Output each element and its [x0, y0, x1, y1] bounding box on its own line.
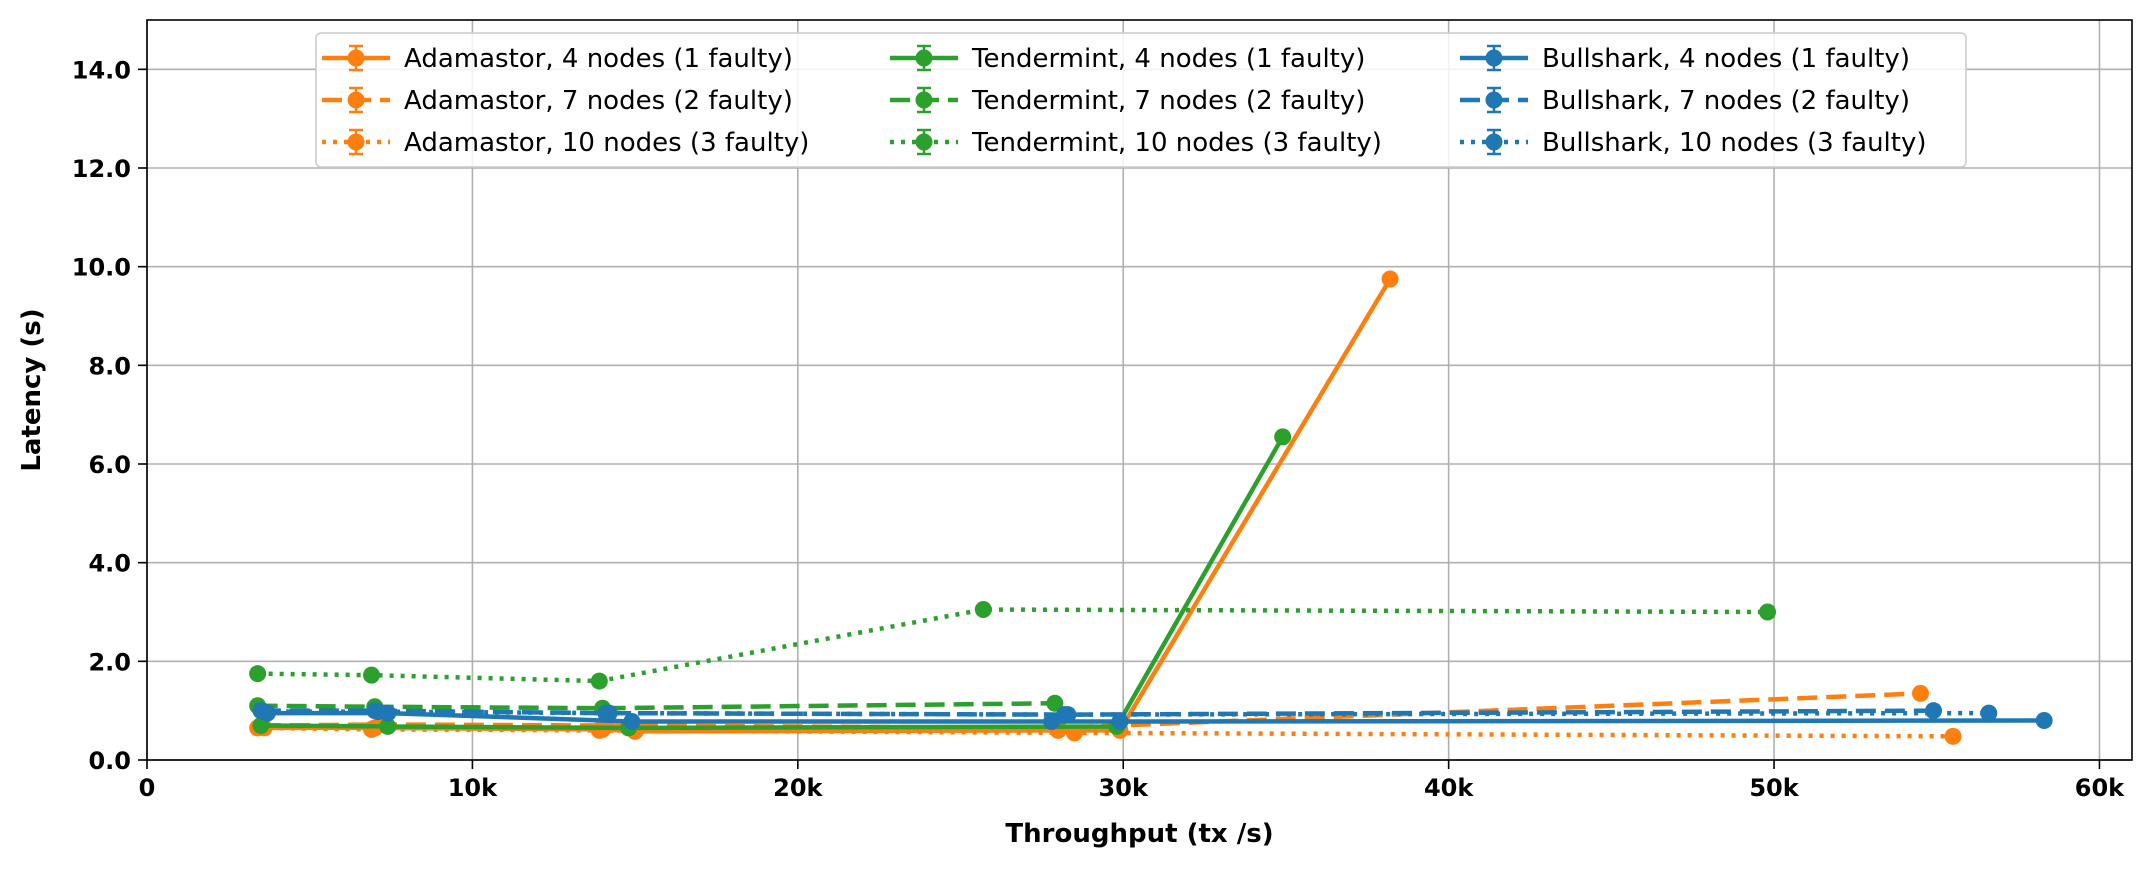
legend-box	[315, 32, 1967, 168]
data-point	[369, 703, 387, 721]
legend-label: Bullshark, 10 nodes (3 faulty)	[1542, 128, 1927, 158]
legend-item: Tendermint, 4 nodes (1 faulty)	[890, 44, 1365, 74]
data-point	[1056, 706, 1074, 724]
data-point	[1911, 684, 1929, 702]
legend-marker	[1485, 133, 1503, 151]
y-tick-label: 4.0	[88, 550, 131, 578]
x-tick-label: 40k	[1424, 774, 1474, 802]
data-point	[1274, 428, 1292, 446]
legend-label: Bullshark, 7 nodes (2 faulty)	[1542, 86, 1910, 116]
x-tick-label: 10k	[448, 774, 498, 802]
series-6	[249, 601, 1777, 690]
data-point	[590, 672, 608, 690]
y-tick-label: 14.0	[72, 56, 131, 84]
data-point	[2035, 712, 2053, 730]
legend-marker	[1485, 91, 1503, 109]
legend-item: Tendermint, 10 nodes (3 faulty)	[890, 128, 1382, 158]
data-point	[363, 666, 381, 684]
legend-item: Bullshark, 10 nodes (3 faulty)	[1460, 128, 1927, 158]
x-tick-label: 0	[139, 774, 156, 802]
legend-label: Adamastor, 4 nodes (1 faulty)	[404, 44, 793, 74]
legend-label: Tendermint, 4 nodes (1 faulty)	[971, 44, 1365, 74]
data-point	[1043, 713, 1061, 731]
data-point	[1759, 603, 1777, 621]
x-tick-label: 30k	[1099, 774, 1149, 802]
legend-item: Bullshark, 4 nodes (1 faulty)	[1460, 44, 1910, 74]
legend-marker	[1485, 49, 1503, 67]
legend-label: Tendermint, 7 nodes (2 faulty)	[971, 86, 1365, 116]
series-line	[260, 435, 1285, 731]
series-4	[252, 428, 1292, 737]
legend-marker	[347, 133, 365, 151]
data-point	[249, 665, 267, 683]
data-point	[590, 721, 608, 739]
y-tick-label: 8.0	[88, 352, 131, 380]
y-tick-label: 0.0	[88, 747, 131, 775]
legend-marker	[915, 49, 933, 67]
y-tick-label: 2.0	[88, 648, 131, 676]
legend-item: Bullshark, 7 nodes (2 faulty)	[1460, 86, 1910, 116]
y-tick-label: 12.0	[72, 155, 131, 183]
data-point	[1944, 727, 1962, 745]
y-tick-label: 6.0	[88, 451, 131, 479]
legend-item: Adamastor, 10 nodes (3 faulty)	[322, 128, 809, 158]
x-tick-label: 50k	[1749, 774, 1799, 802]
legend-label: Adamastor, 10 nodes (3 faulty)	[404, 128, 809, 158]
legend-label: Adamastor, 7 nodes (2 faulty)	[404, 86, 793, 116]
y-axis-label: Latency (s)	[17, 308, 47, 471]
data-point	[1046, 694, 1064, 712]
x-axis-label: Throughput (tx /s)	[1005, 819, 1273, 849]
series-line	[257, 607, 1768, 684]
legend-marker	[915, 133, 933, 151]
legend-item: Adamastor, 7 nodes (2 faulty)	[322, 86, 793, 116]
legend-marker	[347, 49, 365, 67]
series-line	[257, 701, 1055, 711]
legend: Adamastor, 4 nodes (1 faulty) Adamastor, …	[315, 32, 1967, 168]
data-point	[1111, 713, 1129, 731]
x-tick-label: 20k	[773, 774, 823, 802]
axis-ticks: 0 10k 20k 30k 40k 50k 60k 0.0 2.0 4.0 6.0 8.0 10.0 12…	[72, 56, 2125, 802]
data-point	[623, 713, 641, 731]
series-line	[264, 277, 1392, 734]
legend-item: Tendermint, 7 nodes (2 faulty)	[890, 86, 1365, 116]
legend-marker	[915, 91, 933, 109]
data-point	[1381, 270, 1399, 288]
data-point	[363, 720, 381, 738]
data-point	[379, 717, 397, 735]
data-point	[1925, 702, 1942, 720]
legend-label: Bullshark, 4 nodes (1 faulty)	[1542, 44, 1910, 74]
series-line	[260, 708, 1934, 717]
series-1	[255, 270, 1399, 740]
x-tick-label: 60k	[2075, 774, 2125, 802]
data-point	[1980, 704, 1998, 722]
data-point	[600, 704, 618, 722]
y-tick-label: 10.0	[72, 254, 131, 282]
plot-frame	[146, 19, 2133, 761]
legend-label: Tendermint, 10 nodes (3 faulty)	[971, 128, 1382, 158]
series-line	[260, 691, 1921, 731]
series-layer	[249, 270, 2053, 745]
legend-item: Adamastor, 4 nodes (1 faulty)	[322, 44, 793, 74]
legend-marker	[347, 91, 365, 109]
series-9	[255, 703, 1998, 724]
data-point	[255, 703, 273, 721]
data-point	[974, 601, 992, 619]
